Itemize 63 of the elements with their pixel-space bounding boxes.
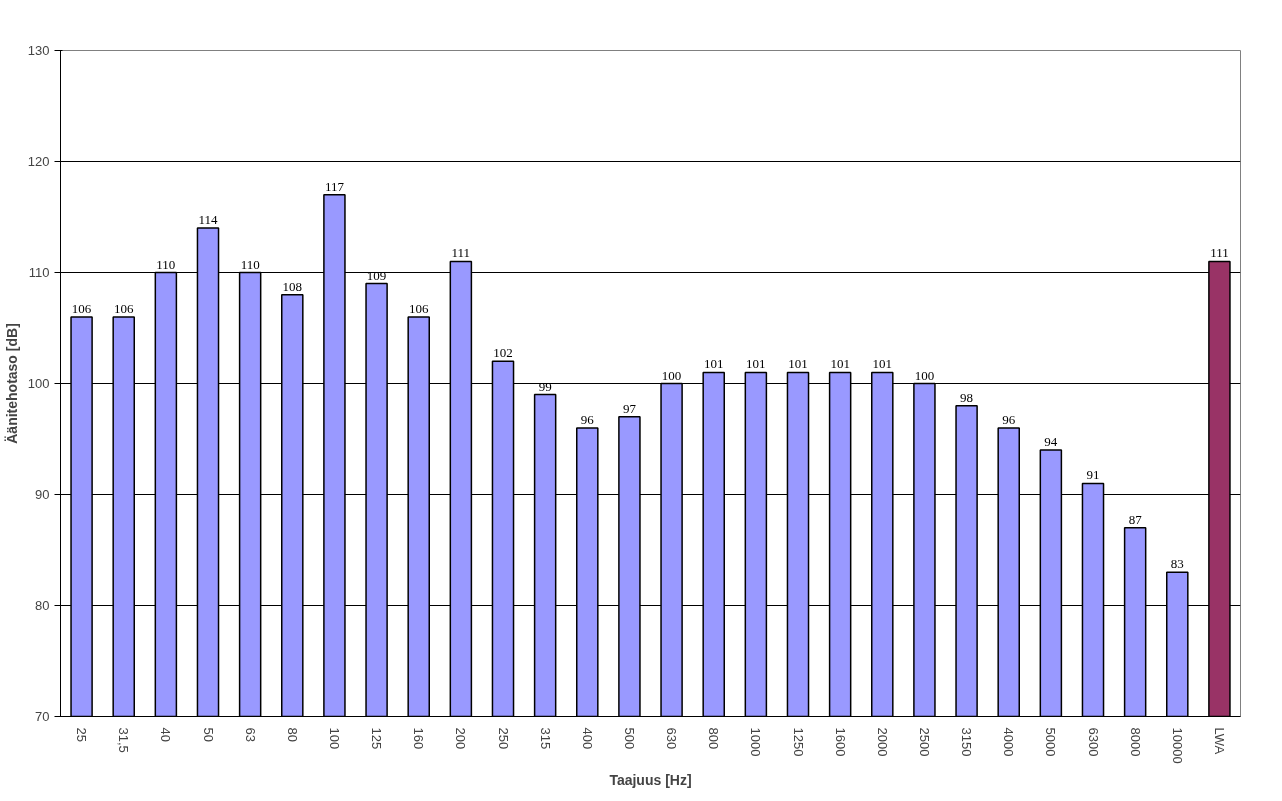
data-label: 106 [71, 300, 92, 316]
data-label: 110 [240, 256, 260, 272]
data-label: 100 [914, 367, 935, 383]
x-tick-label: 125 [369, 727, 385, 750]
data-label: 91 [1086, 467, 1100, 483]
x-tick-label: 800 [706, 727, 722, 750]
data-label: 83 [1170, 556, 1184, 572]
x-tick-label: 315 [537, 727, 553, 750]
data-label: 111 [451, 245, 471, 261]
x-tick-label: LWA [1211, 727, 1227, 755]
data-label: 102 [493, 345, 513, 361]
data-label: 87 [1128, 511, 1143, 527]
x-tick-label: 25 [74, 727, 90, 742]
data-label: 106 [408, 300, 429, 316]
data-label: 117 [324, 178, 345, 194]
x-tick-label: 1000 [748, 727, 764, 757]
x-tick-label: 1600 [832, 727, 848, 757]
y-tick-label: 120 [27, 154, 50, 169]
y-axis-title: Äänitehotaso [dB] [3, 323, 20, 444]
data-label: 98 [960, 389, 974, 405]
x-tick-label: 10000 [1169, 727, 1185, 764]
y-tick-label: 100 [27, 376, 50, 391]
x-tick-label: 1250 [790, 727, 806, 757]
data-label: 97 [622, 400, 637, 416]
x-tick-label: 160 [411, 727, 427, 750]
data-label: 94 [1044, 434, 1058, 450]
data-label: 100 [661, 367, 682, 383]
x-tick-label: 500 [621, 727, 637, 750]
x-tick-label: 40 [158, 727, 174, 742]
y-tick-label: 130 [27, 43, 50, 58]
data-label: 101 [746, 356, 766, 372]
x-tick-label: 4000 [1001, 727, 1017, 757]
x-tick-label: 63 [242, 727, 258, 742]
y-tick-label: 70 [35, 709, 50, 724]
data-label: 108 [282, 278, 303, 294]
y-tick-label: 110 [28, 265, 50, 280]
x-tick-label: 400 [579, 727, 595, 750]
x-tick-label: 2500 [916, 727, 932, 757]
x-tick-label: 5000 [1043, 727, 1059, 757]
data-label: 110 [156, 256, 176, 272]
x-tick-label: 2000 [874, 727, 890, 757]
x-tick-label: 6300 [1085, 727, 1101, 757]
x-tick-label: 250 [495, 727, 511, 750]
x-tick-label: 31,5 [116, 727, 132, 753]
data-label: 96 [1002, 411, 1016, 427]
x-tick-label: 3150 [959, 727, 975, 757]
x-tick-label: 630 [664, 727, 680, 750]
data-label: 101 [872, 356, 893, 372]
x-tick-label: 200 [453, 727, 469, 750]
x-tick-label: 8000 [1127, 727, 1143, 757]
data-label: 111 [1210, 245, 1229, 261]
data-label: 101 [788, 356, 808, 372]
data-label: 96 [580, 411, 595, 427]
x-axis-title: Taajuus [Hz] [609, 771, 692, 788]
data-label: 101 [830, 356, 850, 372]
data-label: 114 [198, 212, 219, 228]
x-tick-label: 100 [326, 727, 342, 750]
y-tick-label: 90 [35, 487, 50, 502]
x-tick-label: 50 [200, 727, 216, 742]
x-tick-label: 80 [284, 727, 300, 742]
data-label: 106 [113, 300, 134, 316]
y-tick-label: 80 [35, 598, 50, 613]
data-label: 101 [703, 356, 724, 372]
